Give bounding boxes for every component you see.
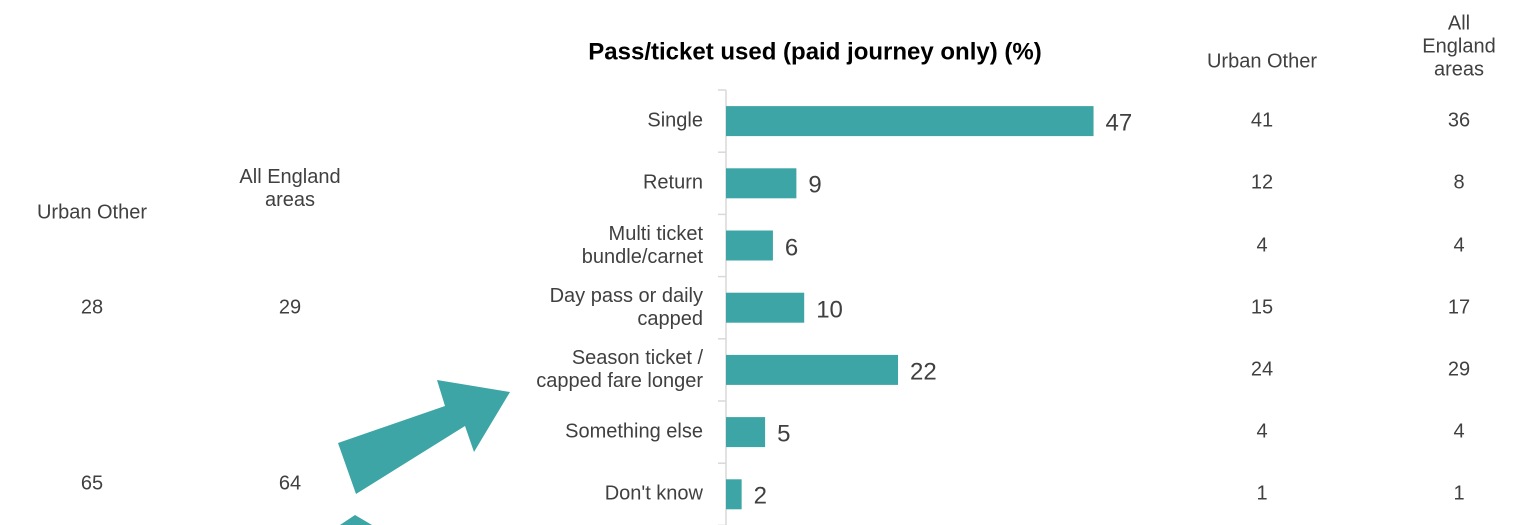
comparison-value: 17 <box>1447 296 1471 319</box>
comparison-value: 4 <box>1256 420 1268 443</box>
comparison-value: 29 <box>1447 358 1471 381</box>
arrow <box>340 515 372 525</box>
comparison-value: 65 <box>80 472 104 495</box>
bar <box>726 168 797 199</box>
column-header: All England areas <box>239 166 341 211</box>
comparison-value: 24 <box>1250 358 1274 381</box>
column-header: Urban Other <box>1206 50 1318 73</box>
comparison-value: 41 <box>1250 109 1274 132</box>
bar <box>726 417 766 448</box>
value-label: 10 <box>816 296 843 324</box>
value-label: 2 <box>753 482 767 510</box>
value-label: 6 <box>784 234 799 261</box>
comparison-value: 36 <box>1447 109 1471 132</box>
value-label: 47 <box>1105 109 1133 137</box>
value-label: 5 <box>777 420 791 448</box>
bar <box>726 106 1094 137</box>
comparison-value: 1 <box>1256 482 1268 505</box>
category-label: Day pass or daily capped <box>549 284 703 330</box>
bar <box>726 292 805 323</box>
comparison-value: 64 <box>278 472 302 495</box>
comparison-value: 4 <box>1453 420 1465 443</box>
value-label: 9 <box>808 171 822 199</box>
comparison-value: 4 <box>1453 234 1465 256</box>
category-label: Something else <box>565 420 703 443</box>
comparison-value: 1 <box>1453 482 1465 505</box>
category-label: Single <box>647 109 703 132</box>
category-label: Multi ticket bundle/carnet <box>581 222 703 268</box>
bar <box>726 354 899 385</box>
category-label: Don't know <box>604 482 703 505</box>
comparison-value: 8 <box>1453 171 1465 194</box>
category-label: Return <box>642 171 703 194</box>
chart-title: Pass/ticket used (paid journey only) (%) <box>588 38 1042 66</box>
bar <box>726 230 773 261</box>
comparison-value: 28 <box>80 296 104 319</box>
comparison-value: 12 <box>1250 171 1274 194</box>
comparison-value: 4 <box>1256 234 1268 256</box>
arrow <box>338 380 510 494</box>
column-header: Urban Other <box>36 201 148 224</box>
comparison-value: 15 <box>1250 296 1274 319</box>
comparison-value: 29 <box>278 296 302 319</box>
bar <box>726 479 742 510</box>
column-header: All England areas <box>1422 12 1496 81</box>
category-label: Season ticket / capped fare longer <box>536 346 703 392</box>
value-label: 22 <box>910 358 937 386</box>
